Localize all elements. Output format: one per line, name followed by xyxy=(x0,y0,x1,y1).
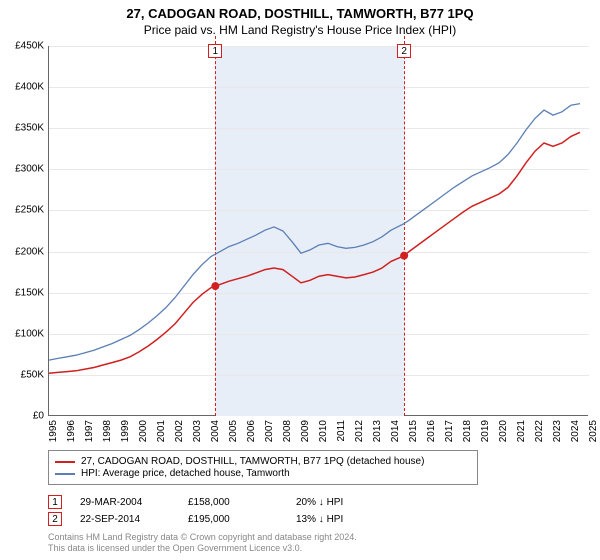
x-tick-label: 2000 xyxy=(138,420,149,442)
sale-date: 29-MAR-2004 xyxy=(80,497,170,508)
x-tick-label: 1996 xyxy=(66,420,77,442)
x-tick-label: 2011 xyxy=(336,420,347,442)
x-tick-label: 1998 xyxy=(102,420,113,442)
title-block: 27, CADOGAN ROAD, DOSTHILL, TAMWORTH, B7… xyxy=(0,0,600,39)
y-tick-label: £100K xyxy=(2,328,44,339)
chart-area: 12 £0£50K£100K£150K£200K£250K£300K£350K£… xyxy=(48,46,588,416)
sale-dot xyxy=(211,282,219,290)
y-tick-label: £450K xyxy=(2,41,44,52)
x-tick-label: 2018 xyxy=(462,420,473,442)
x-tick-label: 2024 xyxy=(570,420,581,442)
x-tick-label: 2025 xyxy=(588,420,599,442)
sale-row: 2 22-SEP-2014 £195,000 13% ↓ HPI xyxy=(48,512,386,526)
x-tick-label: 2005 xyxy=(228,420,239,442)
x-tick-label: 1997 xyxy=(84,420,95,442)
title-address: 27, CADOGAN ROAD, DOSTHILL, TAMWORTH, B7… xyxy=(0,6,600,21)
legend-label: 27, CADOGAN ROAD, DOSTHILL, TAMWORTH, B7… xyxy=(81,456,424,467)
y-tick-label: £200K xyxy=(2,246,44,257)
sale-delta: 20% ↓ HPI xyxy=(296,497,386,508)
series-hpi xyxy=(49,104,580,361)
legend-swatch xyxy=(55,473,75,475)
sale-dot xyxy=(400,252,408,260)
x-tick-label: 2008 xyxy=(282,420,293,442)
sale-price: £195,000 xyxy=(188,514,278,525)
x-tick-label: 2021 xyxy=(516,420,527,442)
y-tick-label: £0 xyxy=(2,411,44,422)
legend-swatch xyxy=(55,461,75,463)
sale-row: 1 29-MAR-2004 £158,000 20% ↓ HPI xyxy=(48,495,386,509)
y-tick-label: £350K xyxy=(2,123,44,134)
sale-price: £158,000 xyxy=(188,497,278,508)
x-tick-label: 1995 xyxy=(48,420,59,442)
footer-line: This data is licensed under the Open Gov… xyxy=(48,543,357,554)
y-tick-label: £150K xyxy=(2,287,44,298)
sale-date: 22-SEP-2014 xyxy=(80,514,170,525)
line-series xyxy=(49,46,589,416)
y-tick-label: £300K xyxy=(2,164,44,175)
x-tick-label: 1999 xyxy=(120,420,131,442)
x-tick-label: 2010 xyxy=(318,420,329,442)
x-tick-label: 2003 xyxy=(192,420,203,442)
x-tick-label: 2017 xyxy=(444,420,455,442)
legend-label: HPI: Average price, detached house, Tamw… xyxy=(81,468,290,479)
x-tick-label: 2014 xyxy=(390,420,401,442)
x-tick-label: 2006 xyxy=(246,420,257,442)
x-tick-label: 2013 xyxy=(372,420,383,442)
y-tick-label: £250K xyxy=(2,205,44,216)
series-price_paid xyxy=(49,132,580,373)
y-tick-label: £50K xyxy=(2,369,44,380)
sale-marker-num: 2 xyxy=(48,512,62,526)
plot-frame: 12 xyxy=(48,46,588,416)
x-tick-label: 2020 xyxy=(498,420,509,442)
x-tick-label: 2015 xyxy=(408,420,419,442)
legend-item: 27, CADOGAN ROAD, DOSTHILL, TAMWORTH, B7… xyxy=(55,456,471,467)
sale-delta: 13% ↓ HPI xyxy=(296,514,386,525)
footer-attribution: Contains HM Land Registry data © Crown c… xyxy=(48,532,357,554)
y-tick-label: £400K xyxy=(2,82,44,93)
x-tick-label: 2012 xyxy=(354,420,365,442)
x-tick-label: 2016 xyxy=(426,420,437,442)
sale-marker-num: 1 xyxy=(48,495,62,509)
x-tick-label: 2009 xyxy=(300,420,311,442)
chart-container: 27, CADOGAN ROAD, DOSTHILL, TAMWORTH, B7… xyxy=(0,0,600,560)
title-subtitle: Price paid vs. HM Land Registry's House … xyxy=(0,23,600,37)
legend: 27, CADOGAN ROAD, DOSTHILL, TAMWORTH, B7… xyxy=(48,450,478,485)
x-tick-label: 2007 xyxy=(264,420,275,442)
legend-item: HPI: Average price, detached house, Tamw… xyxy=(55,468,471,479)
x-tick-label: 2022 xyxy=(534,420,545,442)
x-tick-label: 2019 xyxy=(480,420,491,442)
x-tick-label: 2001 xyxy=(156,420,167,442)
x-tick-label: 2002 xyxy=(174,420,185,442)
x-tick-label: 2004 xyxy=(210,420,221,442)
footer-line: Contains HM Land Registry data © Crown c… xyxy=(48,532,357,543)
x-tick-label: 2023 xyxy=(552,420,563,442)
sales-table: 1 29-MAR-2004 £158,000 20% ↓ HPI 2 22-SE… xyxy=(48,492,386,529)
